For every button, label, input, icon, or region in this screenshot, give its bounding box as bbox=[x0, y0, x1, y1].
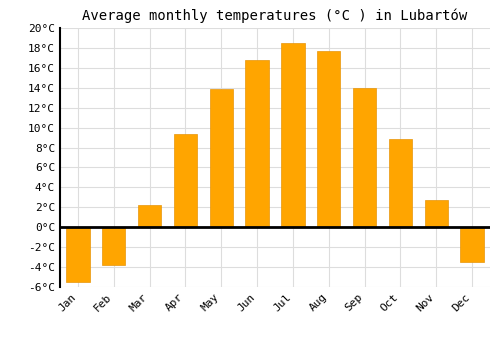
Title: Average monthly temperatures (°C ) in Lubartów: Average monthly temperatures (°C ) in Lu… bbox=[82, 8, 468, 23]
Bar bbox=[424, 200, 448, 227]
Bar bbox=[389, 139, 412, 227]
Bar bbox=[282, 43, 304, 227]
Bar bbox=[246, 60, 268, 227]
Bar bbox=[317, 51, 340, 227]
Bar bbox=[210, 89, 233, 227]
Bar bbox=[138, 205, 161, 227]
Bar bbox=[460, 227, 483, 262]
Bar bbox=[66, 227, 90, 282]
Bar bbox=[174, 134, 197, 227]
Bar bbox=[353, 88, 376, 227]
Bar bbox=[102, 227, 126, 265]
